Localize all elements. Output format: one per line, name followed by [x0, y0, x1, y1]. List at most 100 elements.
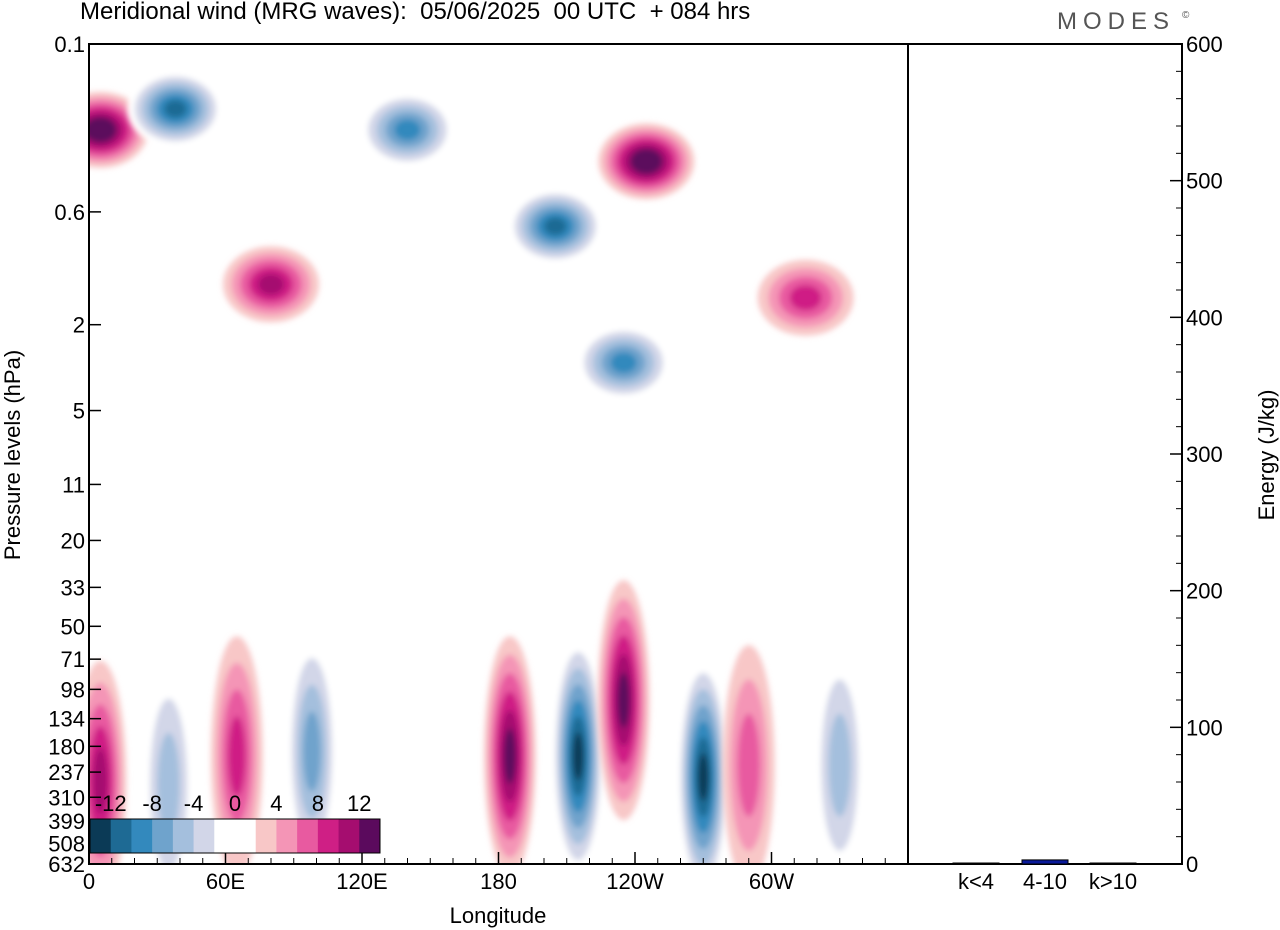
x-tick-label: 180 — [480, 869, 517, 894]
colorbar-swatch — [172, 819, 195, 853]
energy-tick-label: 0 — [1186, 852, 1198, 877]
y-tick-label: 632 — [48, 852, 85, 877]
energy-tick-label: 300 — [1186, 442, 1223, 467]
contour-level — [789, 285, 822, 311]
colorbar-swatch — [110, 819, 132, 853]
energy-tick-label: 500 — [1186, 169, 1223, 194]
energy-tick-label: 600 — [1186, 32, 1223, 57]
wind-anomaly-negative — [285, 631, 338, 864]
x-tick-label: 0 — [83, 869, 95, 894]
colorbar-label: -4 — [184, 791, 204, 816]
y-axis-title: Pressure levels (hPa) — [0, 350, 25, 560]
contour-level — [698, 753, 709, 802]
y-tick-label: 33 — [61, 575, 85, 600]
energy-bar — [952, 862, 1000, 865]
y-tick-label: 2 — [73, 313, 85, 338]
colorbar-swatch — [152, 819, 174, 853]
contour-level — [303, 711, 321, 792]
contour-level — [572, 732, 584, 781]
energy-bar — [1089, 862, 1137, 865]
wind-anomaly-negative — [359, 91, 456, 168]
colorbar-swatch — [131, 819, 153, 853]
wind-anomaly-positive — [89, 91, 149, 168]
y-tick-label: 11 — [62, 472, 85, 497]
energy-tick-label: 400 — [1186, 305, 1223, 330]
energy-bar — [1021, 859, 1069, 865]
contour-level — [636, 153, 656, 169]
colorbar-label: 0 — [229, 791, 241, 816]
wind-anomaly-negative — [127, 70, 224, 147]
x-tick-label: 60E — [206, 869, 245, 894]
wind-anomaly-negative — [813, 645, 866, 864]
contour-level — [90, 122, 110, 138]
contour-level — [157, 732, 180, 836]
contour-level — [228, 716, 246, 797]
contour-level — [544, 217, 567, 236]
wind-anomaly-positive — [210, 636, 263, 864]
colorbar-label: 8 — [312, 791, 324, 816]
wind-anomaly-positive — [757, 259, 854, 336]
energy-category-label: k<4 — [958, 869, 994, 894]
energy-category-label: 4-10 — [1023, 869, 1067, 894]
y-tick-label: 310 — [48, 785, 85, 810]
wind-anomaly-positive — [223, 246, 319, 323]
x-axis-title: Longitude — [450, 903, 547, 928]
wind-anomaly-negative — [552, 636, 605, 864]
y-tick-label: 180 — [48, 734, 85, 759]
wind-anomaly-negative — [507, 188, 604, 265]
y-tick-label: 134 — [48, 707, 85, 732]
wind-anomaly-negative — [677, 657, 730, 864]
colorbar-swatch — [276, 819, 298, 853]
colorbar-border — [89, 818, 381, 854]
y-tick-label: 0.1 — [54, 32, 85, 57]
contour-level — [617, 672, 630, 728]
energy-tick-label: 200 — [1186, 579, 1223, 604]
energy-category-label: k>10 — [1089, 869, 1137, 894]
wind-anomaly-positive — [597, 580, 650, 821]
contour-level — [828, 713, 851, 817]
y-tick-label: 71 — [61, 647, 85, 672]
colorbar-swatch — [235, 819, 257, 853]
contour-level — [257, 273, 285, 295]
colorbar-swatch — [317, 819, 340, 853]
x-tick-label: 120E — [336, 869, 387, 894]
y-tick-label: 5 — [73, 399, 85, 424]
energy-frame — [907, 43, 1183, 865]
copyright-mark: © — [1182, 10, 1190, 21]
colorbar-swatch — [193, 819, 215, 853]
wind-anomaly-negative — [142, 664, 195, 864]
y-tick-label: 508 — [48, 832, 85, 857]
colorbar: -12 -8 -4 0 4 8 12 — [89, 791, 381, 854]
energy-axis-title: Energy (J/kg) — [1254, 390, 1279, 521]
y-tick-label: 98 — [61, 677, 85, 702]
colorbar-label: -12 — [95, 791, 127, 816]
contour-level — [737, 713, 760, 817]
y-tick-label: 399 — [48, 809, 85, 834]
x-tick-label: 120W — [606, 869, 664, 894]
x-axis: 0 60E 120E 180 120W 60W — [83, 852, 886, 894]
heatmap-field — [89, 70, 866, 864]
contour-level — [610, 352, 637, 374]
energy-bar-chart: 0 100 200 300 400 500 600 k<4 4-10 k>10 — [952, 32, 1223, 894]
x-tick-label: 60W — [749, 869, 794, 894]
contour-level — [503, 728, 516, 784]
y-tick-label: 0.6 — [54, 200, 85, 225]
wind-anomaly-positive — [483, 636, 536, 864]
contour-level — [394, 119, 421, 141]
colorbar-swatch — [338, 819, 360, 853]
y-axis: 0.1 0.6 2 5 11 20 33 50 71 98 13418023731039950863… — [48, 32, 101, 877]
colorbar-label: 12 — [347, 791, 371, 816]
wind-anomaly-negative — [575, 324, 672, 401]
colorbar-swatch — [359, 819, 381, 853]
y-tick-label: 20 — [61, 528, 85, 553]
y-tick-label: 50 — [61, 614, 85, 639]
colorbar-swatch — [297, 819, 319, 853]
wind-anomaly-positive — [722, 645, 775, 864]
chart-title: Meridional wind (MRG waves): 05/06/2025 … — [80, 0, 751, 25]
colorbar-label: 4 — [270, 791, 282, 816]
colorbar-swatch — [255, 819, 277, 853]
colorbar-swatch — [214, 819, 236, 853]
wind-anomaly-positive — [598, 123, 695, 200]
contour-level — [164, 100, 187, 118]
